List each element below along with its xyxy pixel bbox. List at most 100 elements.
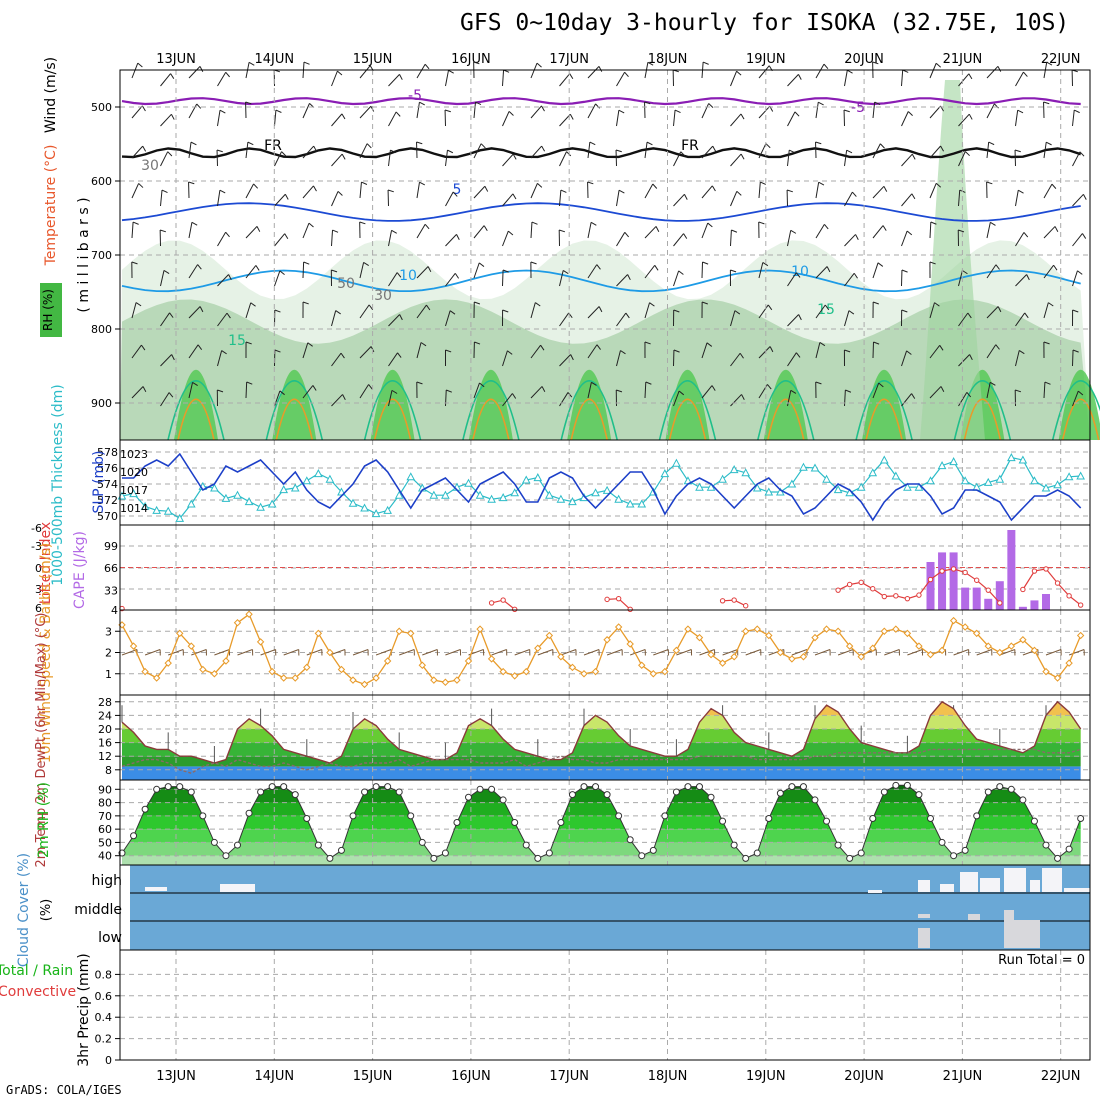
contour-15 [462,380,520,441]
wind-barb [217,312,228,327]
wind-barb [359,304,370,319]
wind-barb [167,151,173,157]
wind-barb [1046,61,1053,66]
li-marker [1054,580,1061,586]
wind10m-barb [445,649,461,656]
cape-bar [995,581,1004,610]
wind-barb [331,394,343,407]
rh2m-marker [684,783,692,791]
wind-barb [673,151,682,167]
cloud-high-bar [1030,880,1040,892]
date-label-top: 17JUN [549,52,589,67]
contour-10 [121,269,1081,293]
wind-barb [877,262,884,267]
thickness-marker [729,465,739,474]
rh-band [122,855,1081,865]
wind-barb [644,265,656,279]
thickness-marker [210,483,219,492]
wind-barb [702,261,709,265]
wind-barb [1023,71,1028,77]
thickness-marker [891,471,901,480]
wind-barb [160,113,172,127]
date-label-top: 18JUN [648,52,688,67]
thickness-marker [660,469,670,478]
rh2m-marker [326,854,334,862]
wind10m-marker [210,670,219,678]
wind-barb [795,352,801,358]
wind-barb [730,394,742,407]
wind-barb [188,344,199,359]
thickness-marker [348,498,358,507]
wind-barb [473,225,485,239]
cape-bar [984,598,993,610]
rh2m-marker [672,788,680,796]
wind10m-marker [453,676,461,684]
wind-barb [848,310,855,315]
rh-legend-swatch [40,283,62,337]
wind-barb [872,225,884,239]
thickness-marker [614,494,623,503]
contour-15 [363,380,422,441]
wind-barb [535,302,541,307]
tick-label: 2 [105,647,112,660]
wind10m-marker [799,653,808,661]
wind-barb [1015,232,1025,247]
wind-barb [929,261,936,265]
wind-barb [274,349,281,353]
cloud-level-label: middle [74,902,122,918]
wind-barb [616,312,627,327]
wind-barb [419,101,425,106]
wind-barb [739,352,744,359]
thickness-marker [175,513,185,522]
rh-shade-mid [120,299,1090,440]
wind-barb [625,312,630,319]
wind-barb [995,344,1000,350]
wind-barb [1018,189,1024,194]
rh2m-marker [1077,815,1085,823]
wind-barb [541,386,546,393]
wind-barb [706,342,713,347]
wind-barb [901,111,909,127]
wind-barb [758,221,765,225]
wind-barb [673,270,680,287]
wind10m-barb [953,649,969,656]
contour-label: 15 [228,333,246,349]
wind10m-marker [441,678,450,686]
wind-barb [587,264,598,279]
wind10m-marker [915,642,923,650]
thickness-marker [510,488,520,497]
wind-barb [1072,193,1084,207]
temp2m-line [121,700,1082,764]
rh2m-marker [1042,841,1050,849]
rh2m-marker [1065,845,1073,853]
tick-label: 20 [98,723,112,736]
wind-barb [883,186,888,192]
wind-barb [307,342,313,347]
date-label-bottom: 22JUN [1041,1069,1081,1084]
wind-barb [391,389,398,394]
wind10m-barb [630,649,646,656]
wind10m-marker [626,640,634,648]
slp-tick-label: 1020 [120,466,148,479]
li-marker [719,598,726,604]
rh2m-marker [557,819,565,826]
wind-barb [815,63,825,79]
wind10m-marker [129,642,138,650]
wind-barb [444,109,451,113]
date-label-top: 22JUN [1041,52,1081,67]
wind-barb [399,314,403,321]
wind10m-barb [583,649,600,656]
thickness-marker [822,474,831,483]
ylabel-precip: 3hr Precip (mm) [76,953,92,1066]
wind-barb [1074,109,1080,114]
contour-label: FR [681,138,699,154]
rh2m-marker [441,849,449,857]
rh2m-marker [337,846,345,854]
wind-barb [331,191,339,207]
wind-barb [335,310,341,315]
wind-barb [741,394,745,400]
ylabel-slp: SLP (mb) [91,450,107,513]
rh2m-marker [1019,796,1027,804]
rh-band [122,802,1081,816]
grads-credit: GrADS: COLA/IGES [6,1083,122,1097]
